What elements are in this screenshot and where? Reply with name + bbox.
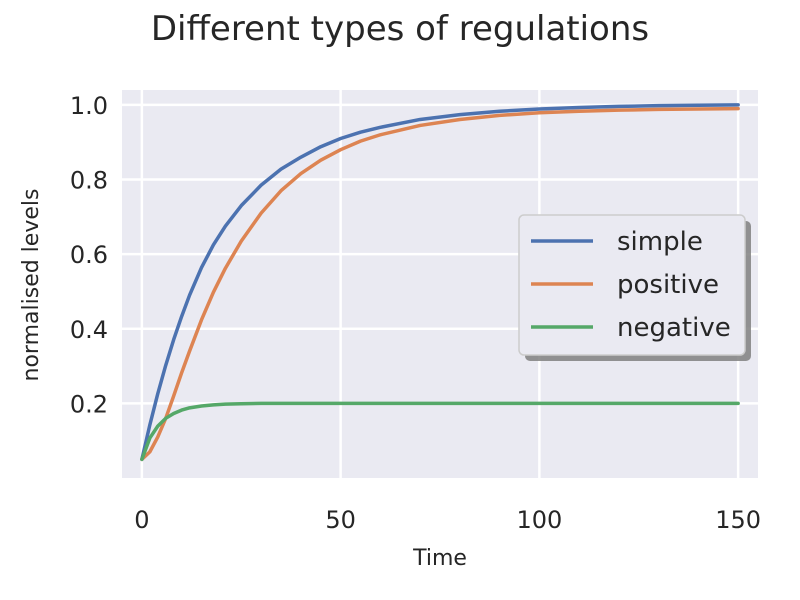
y-tick-label: 0.4 [70,316,108,344]
x-tick-label: 0 [134,506,149,534]
legend: simple positive negative [518,214,751,361]
y-tick-label: 0.8 [70,167,108,195]
series-line-negative [140,401,740,462]
series-line-positive [140,106,740,462]
y-tick-label: 1.0 [70,92,108,120]
chart-title: Different types of regulations [151,9,649,49]
series-line-simple [140,103,740,462]
x-tick-label: 150 [715,506,761,534]
legend-frame [518,214,746,356]
x-axis-label: Time [412,546,467,571]
y-tick-label: 0.6 [70,241,108,269]
legend-items: simple positive negative [531,227,731,343]
x-tick-label: 100 [516,506,562,534]
y-axis-label: normalised levels [19,189,44,382]
tick-labels: 0 50 100 150 0.2 0.4 0.6 0.8 1.0 [70,92,761,534]
x-tick-label: 50 [325,506,356,534]
legend-label-simple: simple [617,227,703,257]
y-tick-label: 0.2 [70,390,108,418]
legend-label-positive: positive [617,270,719,300]
series-group [140,103,740,462]
legend-label-negative: negative [617,313,731,343]
